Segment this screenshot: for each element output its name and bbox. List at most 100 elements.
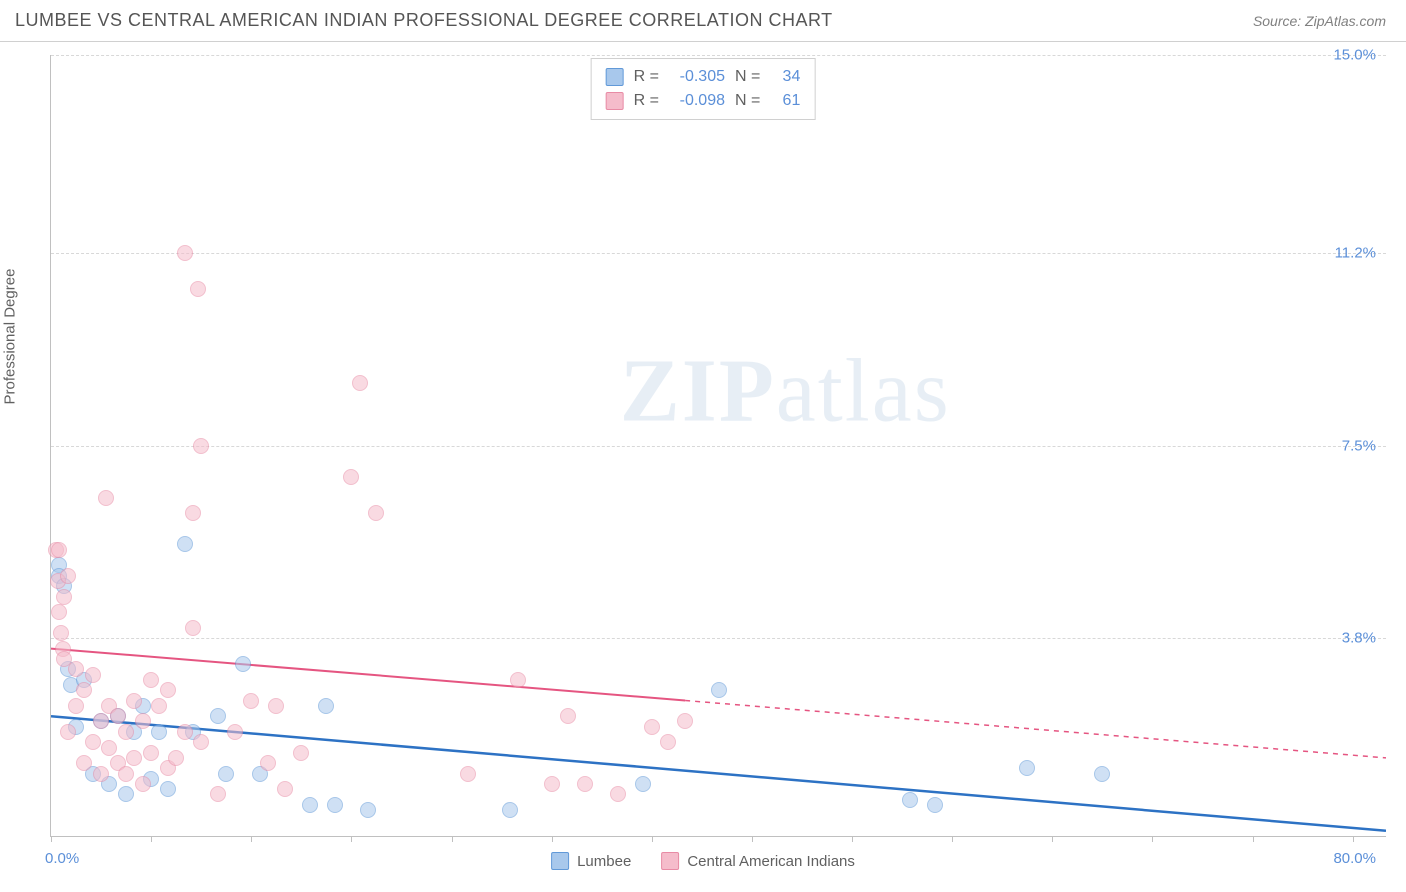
stats-row-lumbee: R = -0.305 N = 34 xyxy=(606,65,801,89)
stats-row-cai: R = -0.098 N = 61 xyxy=(606,89,801,113)
data-point xyxy=(118,766,134,782)
data-point xyxy=(177,536,193,552)
data-point xyxy=(560,708,576,724)
x-tick xyxy=(652,836,653,842)
data-point xyxy=(711,682,727,698)
x-tick xyxy=(952,836,953,842)
data-point xyxy=(327,797,343,813)
data-point xyxy=(93,766,109,782)
data-point xyxy=(218,766,234,782)
data-point xyxy=(126,693,142,709)
data-point xyxy=(343,469,359,485)
watermark: ZIPatlas xyxy=(620,339,951,442)
data-point xyxy=(56,589,72,605)
legend-item-lumbee: Lumbee xyxy=(551,852,631,870)
n-value-cai: 61 xyxy=(770,89,800,113)
swatch-blue-icon xyxy=(606,68,624,86)
data-point xyxy=(235,656,251,672)
data-point xyxy=(677,713,693,729)
data-point xyxy=(927,797,943,813)
data-point xyxy=(318,698,334,714)
watermark-zip: ZIP xyxy=(620,341,776,440)
gridline xyxy=(51,253,1386,254)
x-tick xyxy=(151,836,152,842)
data-point xyxy=(93,713,109,729)
r-value-cai: -0.098 xyxy=(669,89,725,113)
data-point xyxy=(243,693,259,709)
data-point xyxy=(118,786,134,802)
x-tick xyxy=(552,836,553,842)
data-point xyxy=(185,505,201,521)
data-point xyxy=(1094,766,1110,782)
data-point xyxy=(177,245,193,261)
source-attribution: Source: ZipAtlas.com xyxy=(1253,13,1386,29)
data-point xyxy=(544,776,560,792)
x-tick xyxy=(452,836,453,842)
data-point xyxy=(135,713,151,729)
data-point xyxy=(635,776,651,792)
data-point xyxy=(644,719,660,735)
x-axis-max-label: 80.0% xyxy=(1333,850,1376,867)
data-point xyxy=(177,724,193,740)
data-point xyxy=(126,750,142,766)
x-tick xyxy=(1353,836,1354,842)
data-point xyxy=(160,781,176,797)
chart-header: LUMBEE VS CENTRAL AMERICAN INDIAN PROFES… xyxy=(0,0,1406,42)
data-point xyxy=(368,505,384,521)
data-point xyxy=(210,786,226,802)
data-point xyxy=(193,438,209,454)
chart-title: LUMBEE VS CENTRAL AMERICAN INDIAN PROFES… xyxy=(15,10,833,31)
watermark-atlas: atlas xyxy=(776,341,951,440)
data-point xyxy=(68,661,84,677)
data-point xyxy=(227,724,243,740)
data-point xyxy=(352,375,368,391)
data-point xyxy=(510,672,526,688)
x-tick xyxy=(1152,836,1153,842)
data-point xyxy=(193,734,209,750)
legend-item-cai: Central American Indians xyxy=(661,852,855,870)
x-tick xyxy=(1253,836,1254,842)
r-value-lumbee: -0.305 xyxy=(669,65,725,89)
data-point xyxy=(210,708,226,724)
x-tick xyxy=(852,836,853,842)
data-point xyxy=(110,708,126,724)
data-point xyxy=(101,740,117,756)
data-point xyxy=(151,724,167,740)
data-point xyxy=(85,667,101,683)
data-point xyxy=(190,281,206,297)
data-point xyxy=(143,672,159,688)
data-point xyxy=(260,755,276,771)
data-point xyxy=(360,802,376,818)
legend-label-cai: Central American Indians xyxy=(687,853,855,870)
data-point xyxy=(902,792,918,808)
gridline xyxy=(51,446,1386,447)
swatch-pink-icon xyxy=(661,852,679,870)
data-point xyxy=(143,745,159,761)
x-tick xyxy=(251,836,252,842)
y-axis-label: Professional Degree xyxy=(2,269,19,405)
data-point xyxy=(51,604,67,620)
gridline xyxy=(51,55,1386,56)
x-tick xyxy=(51,836,52,842)
data-point xyxy=(610,786,626,802)
data-point xyxy=(151,698,167,714)
stats-legend-box: R = -0.305 N = 34 R = -0.098 N = 61 xyxy=(591,58,816,120)
y-tick-label: 7.5% xyxy=(1342,437,1376,454)
data-point xyxy=(168,750,184,766)
n-label: N = xyxy=(735,65,760,89)
y-tick-label: 11.2% xyxy=(1335,244,1376,261)
gridline xyxy=(51,638,1386,639)
data-point xyxy=(1019,760,1035,776)
data-point xyxy=(53,625,69,641)
data-point xyxy=(76,682,92,698)
data-point xyxy=(293,745,309,761)
bottom-legend: Lumbee Central American Indians xyxy=(551,852,855,870)
x-axis-min-label: 0.0% xyxy=(45,850,79,867)
r-label: R = xyxy=(634,89,659,113)
data-point xyxy=(160,682,176,698)
data-point xyxy=(460,766,476,782)
data-point xyxy=(302,797,318,813)
data-point xyxy=(98,490,114,506)
swatch-pink-icon xyxy=(606,92,624,110)
data-point xyxy=(135,776,151,792)
